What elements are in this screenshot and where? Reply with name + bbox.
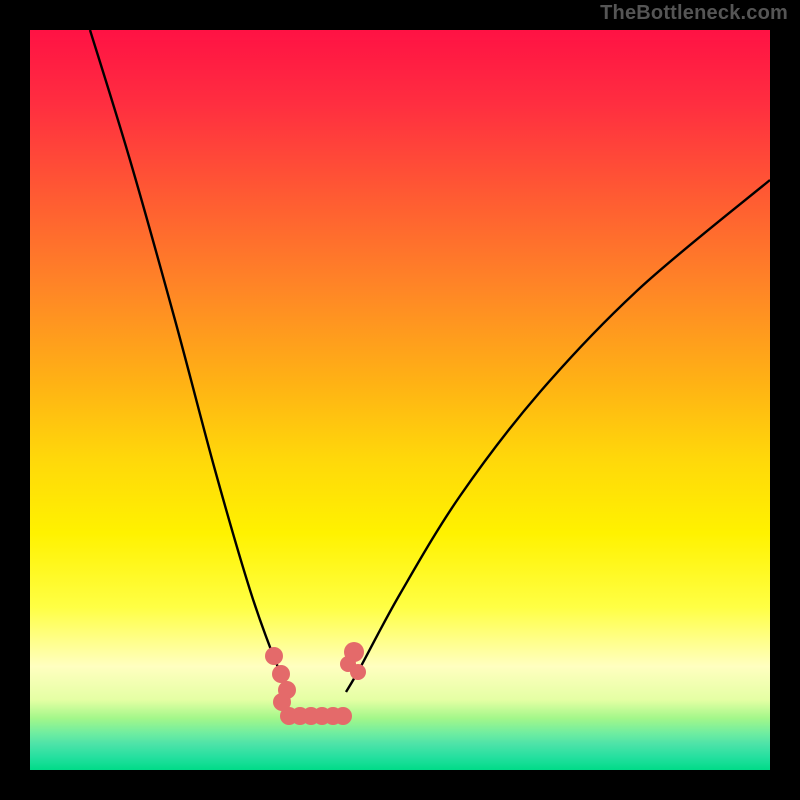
- curve-right: [346, 180, 770, 692]
- marker-dot: [334, 707, 352, 725]
- marker-dot: [272, 665, 290, 683]
- marker-dot: [344, 642, 364, 662]
- chart-frame: TheBottleneck.com: [0, 0, 800, 800]
- chart-svg: [0, 0, 800, 800]
- curve-left: [90, 30, 290, 692]
- marker-dot: [265, 647, 283, 665]
- marker-dot: [350, 664, 366, 680]
